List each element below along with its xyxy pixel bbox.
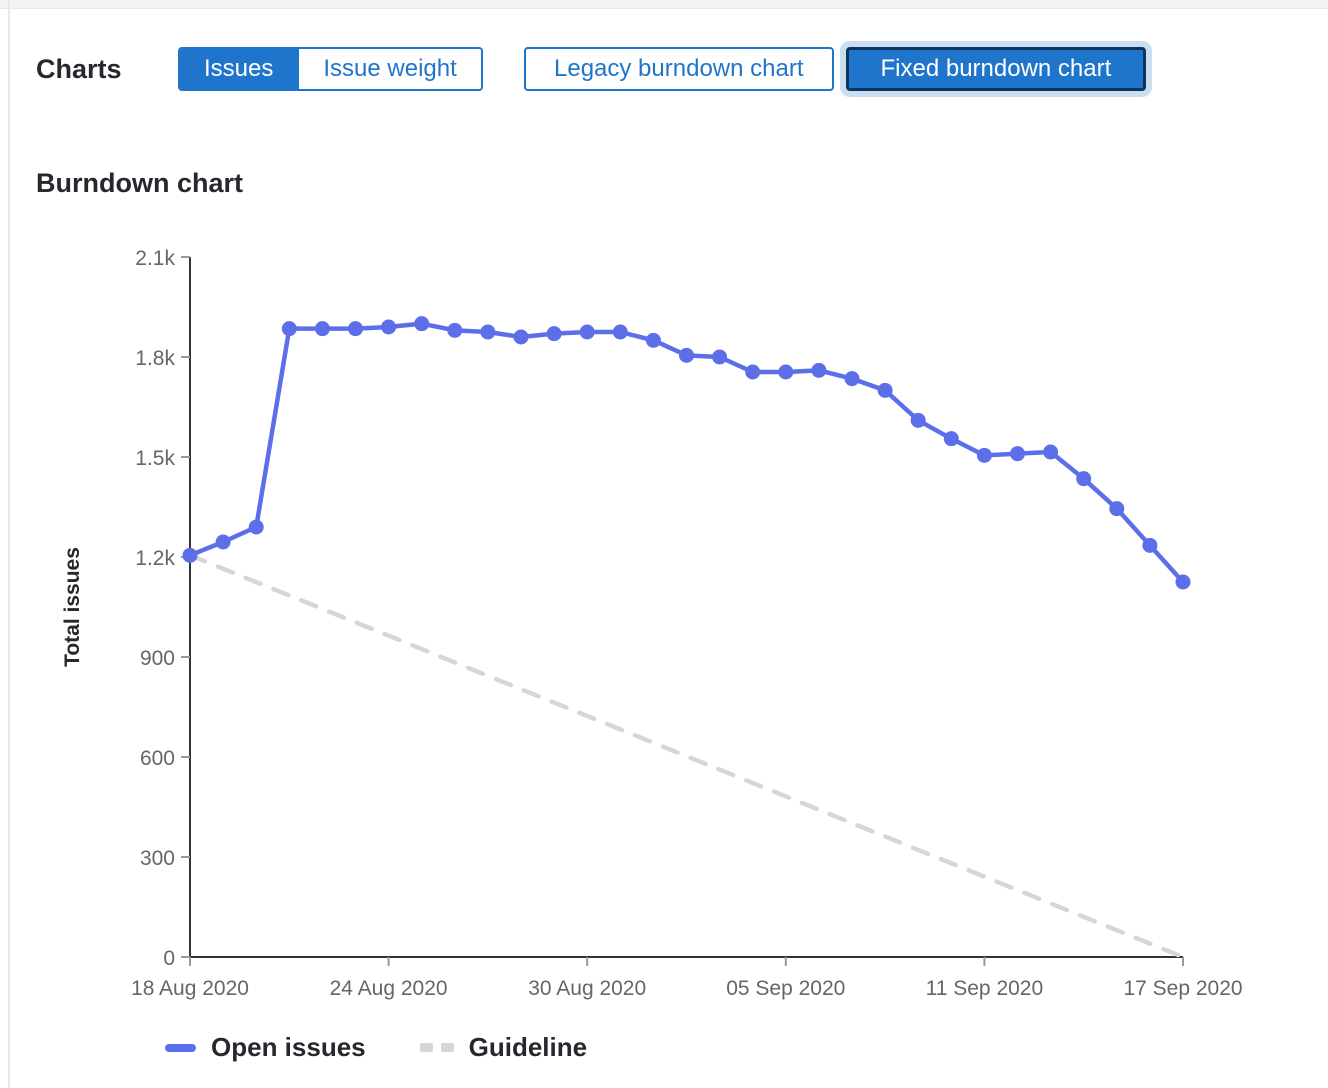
data-point[interactable] (745, 364, 761, 380)
data-point[interactable] (1175, 574, 1191, 590)
data-point[interactable] (579, 324, 595, 340)
legend-label: Guideline (468, 1032, 588, 1062)
data-point[interactable] (546, 326, 562, 342)
top-strip (0, 0, 1328, 9)
data-point[interactable] (679, 347, 694, 363)
y-tick-label: 600 (140, 747, 175, 770)
x-tick-label: 30 Aug 2020 (528, 977, 646, 1000)
chart-legend: Open issues Guideline (165, 1032, 587, 1063)
data-point[interactable] (414, 316, 430, 332)
issue-type-toggle: Issues Issue weight (178, 47, 483, 91)
data-point[interactable] (612, 324, 628, 340)
issues-toggle-button[interactable]: Issues (180, 49, 298, 89)
data-point[interactable] (1076, 471, 1092, 487)
y-axis-title: Total issues (61, 547, 84, 667)
data-point[interactable] (844, 371, 860, 387)
data-point[interactable] (1010, 446, 1025, 462)
data-point[interactable] (811, 362, 827, 378)
data-point[interactable] (513, 329, 529, 345)
x-tick-label: 17 Sep 2020 (1123, 977, 1242, 1000)
y-tick-label: 0 (163, 947, 175, 970)
guideline-swatch-icon (419, 1043, 454, 1052)
data-point[interactable] (976, 447, 992, 463)
data-point[interactable] (1043, 444, 1059, 460)
y-tick-label: 2.1k (135, 247, 175, 270)
x-tick-label: 11 Sep 2020 (926, 977, 1044, 1000)
issue-weight-toggle-button[interactable]: Issue weight (297, 49, 481, 89)
data-point[interactable] (447, 322, 463, 338)
charts-label: Charts (36, 54, 122, 84)
series-line-guideline (187, 553, 1186, 960)
data-point[interactable] (281, 321, 297, 337)
data-point[interactable] (1109, 501, 1125, 517)
data-point[interactable] (943, 431, 959, 447)
data-point[interactable] (712, 349, 728, 365)
y-tick-label: 300 (140, 847, 175, 870)
page-title: Burndown chart (36, 168, 243, 198)
x-tick-label: 18 Aug 2020 (131, 977, 249, 1000)
data-point[interactable] (778, 364, 794, 380)
chart-version-buttons: Legacy burndown chart Fixed burndown cha… (524, 47, 1147, 91)
x-tick-label: 05 Sep 2020 (726, 977, 845, 1000)
data-point[interactable] (215, 534, 231, 550)
data-point[interactable] (248, 519, 264, 535)
legend-item-guideline[interactable]: Guideline (419, 1032, 588, 1063)
y-tick-label: 1.5k (135, 447, 175, 470)
data-point[interactable] (381, 319, 397, 335)
data-point[interactable] (182, 547, 198, 563)
data-point[interactable] (314, 321, 330, 337)
y-tick-label: 900 (140, 647, 175, 670)
data-point[interactable] (877, 382, 893, 398)
data-point[interactable] (480, 324, 496, 340)
fixed-burndown-chart-button[interactable]: Fixed burndown chart (845, 47, 1147, 91)
open-issues-swatch-icon (165, 1043, 196, 1052)
data-point[interactable] (645, 332, 661, 348)
y-tick-label: 1.8k (135, 347, 175, 370)
data-point[interactable] (1142, 537, 1158, 553)
data-point[interactable] (348, 321, 363, 337)
legend-item-open-issues[interactable]: Open issues (165, 1032, 366, 1063)
legend-label: Open issues (211, 1032, 366, 1062)
legacy-burndown-chart-button[interactable]: Legacy burndown chart (524, 47, 834, 91)
data-point[interactable] (910, 412, 926, 428)
left-divider (8, 0, 10, 1088)
burndown-chart-canvas[interactable]: 0 300 600 900 1.2k 1.5k 1.8k 2.1k 18 Aug 2020 24 … (0, 238, 1328, 1028)
y-tick-label: 1.2k (135, 547, 175, 570)
x-tick-label: 24 Aug 2020 (330, 977, 448, 1000)
